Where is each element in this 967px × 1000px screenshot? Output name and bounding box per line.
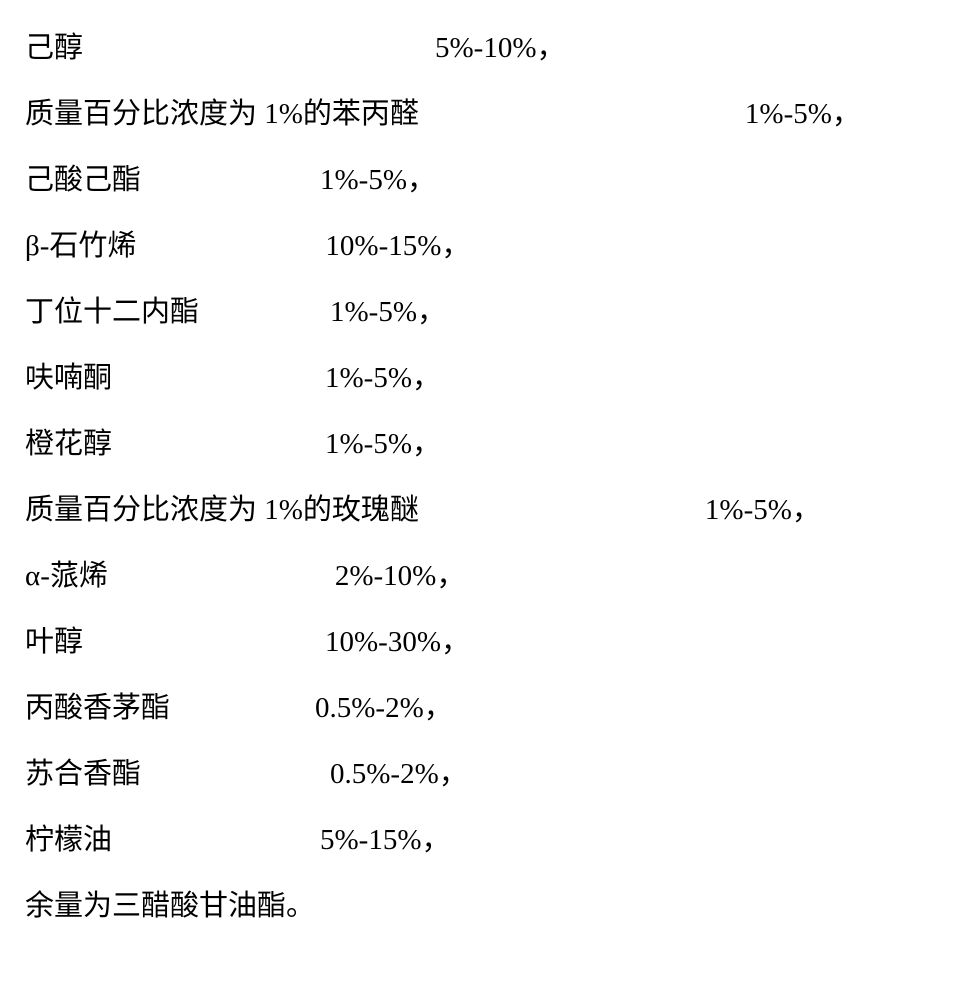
composition-row: β-石竹烯 10%-15%， [25, 213, 947, 279]
ingredient-name: 叶醇 [25, 609, 83, 675]
composition-row: 苏合香酯 0.5%-2%， [25, 741, 947, 807]
ingredient-value: 0.5%-2%， [330, 741, 468, 807]
ingredient-value: 1%-5%， [745, 81, 861, 147]
ingredient-value: 2%-10%， [335, 543, 465, 609]
ingredient-value: 10%-15%， [325, 213, 470, 279]
ingredient-value: 5%-15%， [320, 807, 450, 873]
composition-row: 橙花醇 1%-5%， [25, 411, 947, 477]
ingredient-name: 己酸己酯 [25, 147, 141, 213]
ingredient-name: β-石竹烯 [25, 213, 136, 279]
ingredient-value: 1%-5%， [320, 147, 436, 213]
ingredient-name: 质量百分比浓度为 1%的苯丙醛 [25, 81, 419, 147]
composition-row: 柠檬油 5%-15%， [25, 807, 947, 873]
composition-row: 丙酸香茅酯 0.5%-2%， [25, 675, 947, 741]
ingredient-name: 呋喃酮 [25, 345, 112, 411]
ingredient-value: 1%-5%， [325, 345, 441, 411]
ingredient-value: 1%-5%， [330, 279, 446, 345]
ingredient-name: 质量百分比浓度为 1%的玫瑰醚 [25, 477, 419, 543]
composition-row: 叶醇 10%-30%， [25, 609, 947, 675]
ingredient-value: 10%-30%， [325, 609, 470, 675]
balance-line: 余量为三醋酸甘油酯。 [25, 873, 947, 939]
composition-row: 呋喃酮 1%-5%， [25, 345, 947, 411]
composition-list: 己醇 5%-10%， 质量百分比浓度为 1%的苯丙醛 1%-5%， 己酸己酯 1… [0, 0, 967, 954]
ingredient-name: 橙花醇 [25, 411, 112, 477]
composition-row: 质量百分比浓度为 1%的玫瑰醚 1%-5%， [25, 477, 947, 543]
composition-row: α-蒎烯 2%-10%， [25, 543, 947, 609]
ingredient-name: 丙酸香茅酯 [25, 675, 170, 741]
ingredient-value: 1%-5%， [325, 411, 441, 477]
ingredient-name: 苏合香酯 [25, 741, 141, 807]
ingredient-value: 5%-10%， [435, 15, 565, 81]
composition-row: 丁位十二内酯 1%-5%， [25, 279, 947, 345]
composition-row: 己酸己酯 1%-5%， [25, 147, 947, 213]
ingredient-name: 柠檬油 [25, 807, 112, 873]
ingredient-name: 己醇 [25, 15, 83, 81]
composition-row: 质量百分比浓度为 1%的苯丙醛 1%-5%， [25, 81, 947, 147]
ingredient-value: 0.5%-2%， [315, 675, 453, 741]
ingredient-name: α-蒎烯 [25, 543, 108, 609]
ingredient-value: 1%-5%， [705, 477, 821, 543]
ingredient-name: 丁位十二内酯 [25, 279, 199, 345]
composition-row: 己醇 5%-10%， [25, 15, 947, 81]
